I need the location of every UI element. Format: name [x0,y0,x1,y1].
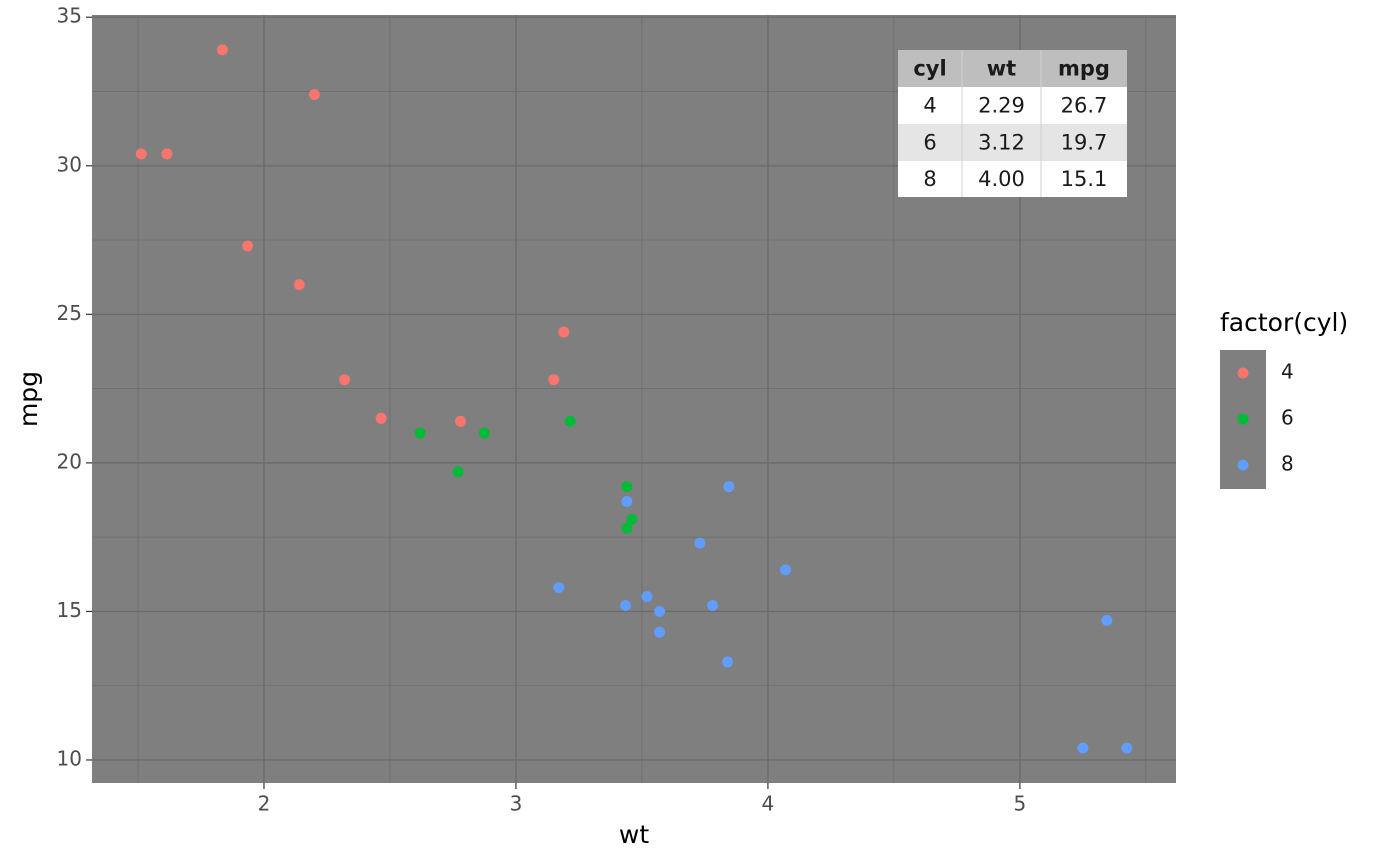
x-tick-label: 2 [258,792,271,816]
point [375,412,387,424]
point [626,513,638,525]
point [780,564,792,576]
legend-label: 4 [1281,360,1294,384]
point [339,374,351,386]
table-header [898,50,1127,87]
y-tick-label: 10 [57,746,82,770]
point [621,522,633,534]
table-cell: 4.00 [978,167,1025,191]
x-tick-label: 4 [762,792,775,816]
table-header-cell: wt [987,57,1016,81]
legend-marker [1237,413,1249,425]
legend-label: 8 [1281,452,1294,476]
point [242,240,254,252]
table-header-cell: mpg [1058,57,1110,81]
point [478,427,490,439]
point [216,44,228,56]
point [564,415,576,427]
point [723,481,735,493]
point [293,279,305,291]
point [654,626,666,638]
table-cell: 6 [923,131,936,155]
x-tick-label: 3 [510,792,523,816]
table-cell: 19.7 [1061,131,1108,155]
table-cell: 15.1 [1061,167,1108,191]
point [161,148,173,160]
y-tick-label: 30 [57,152,82,176]
point [553,582,565,594]
point [558,326,570,338]
point [455,415,467,427]
point [414,427,426,439]
x-axis-title: wt [619,820,649,849]
x-tick-label: 5 [1014,792,1027,816]
y-tick-label: 15 [57,598,82,622]
table-row [898,124,1127,161]
y-tick-label: 35 [57,4,82,28]
table-cell: 3.12 [978,131,1025,155]
table-row [898,161,1127,197]
point [722,656,734,668]
point [654,605,666,617]
point [1077,742,1089,754]
table-cell: 8 [923,167,936,191]
point [135,148,147,160]
point [452,466,464,478]
point [621,495,633,507]
y-tick-label: 20 [57,449,82,473]
table-cell: 4 [923,94,936,118]
point [694,537,706,549]
table-cell: 2.29 [978,94,1025,118]
point [641,591,653,603]
y-axis-title: mpg [14,371,43,427]
legend-marker [1237,367,1249,379]
legend-title: factor(cyl) [1220,308,1348,337]
point [1101,614,1113,626]
legend-label: 6 [1281,406,1294,430]
table-row [898,87,1127,124]
table-cell: 26.7 [1061,94,1108,118]
point [706,599,718,611]
legend-marker [1237,459,1249,471]
point [621,481,633,493]
table-header-cell: cyl [913,57,946,81]
point [620,599,632,611]
point [548,374,560,386]
y-tick-label: 25 [57,301,82,325]
point [308,88,320,100]
point [1121,742,1133,754]
